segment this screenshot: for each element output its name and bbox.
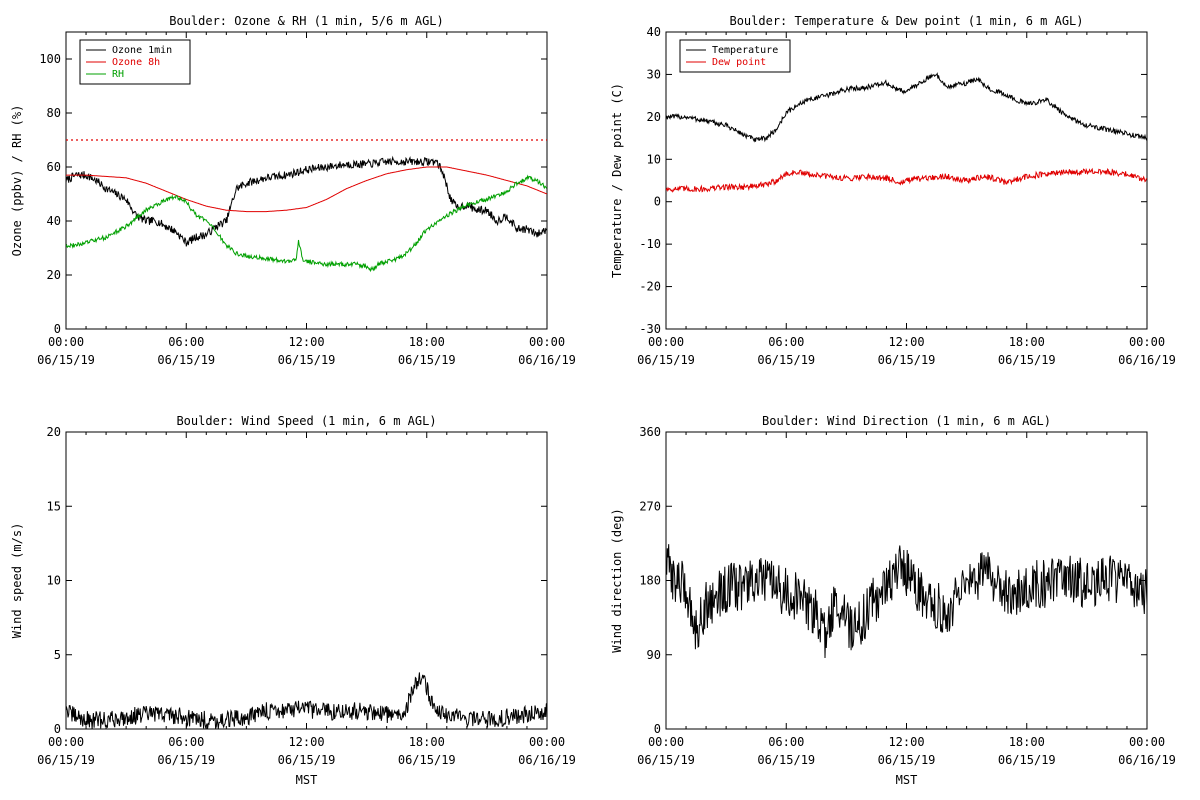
panel-title: Boulder: Temperature & Dew point (1 min,…	[729, 14, 1083, 28]
legend-entry: Ozone 8h	[112, 57, 160, 68]
series-line-data	[666, 544, 1147, 659]
y-tick-label: 80	[47, 106, 61, 120]
plot-area: 0 5 10 15 20 00:00 06/15/19 06:00 06/15/19 12:00 0…	[37, 425, 576, 767]
x-tick-label-time: 06:00	[768, 735, 804, 749]
plot-area: 0 20 40 60 80 100 00:00 06/15/19 06:00 06/15/19 12…	[37, 31, 576, 367]
series-line-rh	[66, 174, 547, 273]
x-tick-label-time: 00:00	[48, 335, 84, 349]
legend-entry: RH	[112, 69, 124, 80]
panel-temperature-dewpoint: Boulder: Temperature & Dew point (1 min,…	[610, 14, 1176, 367]
y-tick-label: 90	[647, 648, 661, 662]
y-axis-label: Wind speed (m/s)	[10, 523, 24, 639]
x-tick-label-time: 06:00	[168, 735, 204, 749]
y-tick-label: -20	[639, 280, 661, 294]
x-tick-label-time: 00:00	[648, 735, 684, 749]
y-tick-label: 10	[647, 152, 661, 166]
x-tick-label-time: 00:00	[529, 335, 565, 349]
legend-entry: Temperature	[712, 45, 778, 56]
y-tick-label: -10	[639, 237, 661, 251]
x-tick-label-time: 18:00	[1009, 735, 1045, 749]
x-tick-label-date: 06/15/19	[398, 753, 456, 767]
legend-entry: Dew point	[712, 57, 766, 68]
panel-title: Boulder: Ozone & RH (1 min, 5/6 m AGL)	[169, 14, 444, 28]
x-tick-label-date: 06/15/19	[37, 353, 95, 367]
y-axis-label: Wind direction (deg)	[610, 508, 624, 653]
series-line-dew-point	[666, 167, 1147, 193]
y-tick-label: 20	[47, 425, 61, 439]
x-tick-label-date: 06/15/19	[998, 353, 1056, 367]
x-tick-label-date: 06/15/19	[878, 753, 936, 767]
x-tick-label-date: 06/15/19	[757, 753, 815, 767]
x-tick-label-time: 06:00	[168, 335, 204, 349]
y-axis-label: Ozone (ppbv) / RH (%)	[10, 105, 24, 257]
x-tick-label-date: 06/15/19	[278, 353, 336, 367]
series-line-data	[66, 672, 547, 729]
y-tick-label: 15	[47, 499, 61, 513]
panel-title: Boulder: Wind Speed (1 min, 6 m AGL)	[176, 414, 436, 428]
x-tick-label-date: 06/15/19	[637, 353, 695, 367]
x-tick-label-date: 06/16/19	[518, 353, 576, 367]
x-tick-label-time: 00:00	[1129, 335, 1165, 349]
x-tick-label-date: 06/16/19	[518, 753, 576, 767]
x-tick-label-date: 06/15/19	[998, 753, 1056, 767]
x-tick-label-date: 06/15/19	[157, 353, 215, 367]
x-tick-label-time: 12:00	[888, 335, 924, 349]
x-tick-label-time: 18:00	[1009, 335, 1045, 349]
x-tick-label-time: 18:00	[409, 735, 445, 749]
plot-area: 0 90 180 270 360 00:00 06/15/19 06:00 06/15/19 12…	[637, 425, 1176, 767]
y-tick-label: 20	[47, 268, 61, 282]
y-tick-label: 20	[647, 110, 661, 124]
y-tick-label: 40	[47, 214, 61, 228]
x-tick-label-time: 12:00	[288, 335, 324, 349]
x-tick-label-time: 06:00	[768, 335, 804, 349]
y-tick-label: 30	[647, 67, 661, 81]
plot-frame	[65, 431, 548, 730]
y-tick-label: -30	[639, 322, 661, 336]
legend-entry: Ozone 1min	[112, 45, 172, 56]
x-tick-label-time: 12:00	[288, 735, 324, 749]
x-axis-label: MST	[896, 773, 918, 787]
x-tick-label-time: 00:00	[648, 335, 684, 349]
x-tick-label-time: 00:00	[529, 735, 565, 749]
y-tick-label: 5	[54, 648, 61, 662]
x-tick-label-date: 06/16/19	[1118, 753, 1176, 767]
x-tick-label-time: 12:00	[888, 735, 924, 749]
y-tick-label: 0	[54, 722, 61, 736]
series-line-ozone-1min	[66, 155, 547, 247]
y-axis-label: Temperature / Dew point (C)	[610, 83, 624, 278]
y-tick-label: 270	[639, 499, 661, 513]
x-tick-label-date: 06/15/19	[757, 353, 815, 367]
plot-area: -30 -20 -10 0 10 20 30 40 00:00 06/15/19 06:00 06/1…	[637, 25, 1176, 367]
y-tick-label: 180	[639, 574, 661, 588]
x-tick-label-date: 06/15/19	[878, 353, 936, 367]
y-tick-label: 10	[47, 574, 61, 588]
plot-frame	[665, 31, 1148, 330]
x-axis-label: MST	[296, 773, 318, 787]
y-tick-label: 0	[54, 322, 61, 336]
x-tick-label-date: 06/15/19	[398, 353, 456, 367]
x-tick-label-time: 18:00	[409, 335, 445, 349]
y-tick-label: 0	[654, 195, 661, 209]
y-tick-label: 40	[647, 25, 661, 39]
y-tick-label: 0	[654, 722, 661, 736]
x-tick-label-date: 06/15/19	[37, 753, 95, 767]
panel-title: Boulder: Wind Direction (1 min, 6 m AGL)	[762, 414, 1051, 428]
y-tick-label: 100	[39, 52, 61, 66]
x-tick-label-time: 00:00	[1129, 735, 1165, 749]
x-tick-label-time: 00:00	[48, 735, 84, 749]
legend-box	[679, 39, 791, 73]
series-line-ozone-8h	[66, 166, 547, 213]
series-line-temperature	[666, 72, 1147, 143]
panel-ozone-rh: Boulder: Ozone & RH (1 min, 5/6 m AGL) O…	[10, 14, 576, 367]
panel-wind-direction: Boulder: Wind Direction (1 min, 6 m AGL)…	[610, 414, 1176, 787]
panel-wind-speed: Boulder: Wind Speed (1 min, 6 m AGL) Win…	[10, 414, 576, 787]
x-tick-label-date: 06/16/19	[1118, 353, 1176, 367]
x-tick-label-date: 06/15/19	[278, 753, 336, 767]
y-tick-label: 360	[639, 425, 661, 439]
x-tick-label-date: 06/15/19	[637, 753, 695, 767]
y-tick-label: 60	[47, 160, 61, 174]
x-tick-label-date: 06/15/19	[157, 753, 215, 767]
